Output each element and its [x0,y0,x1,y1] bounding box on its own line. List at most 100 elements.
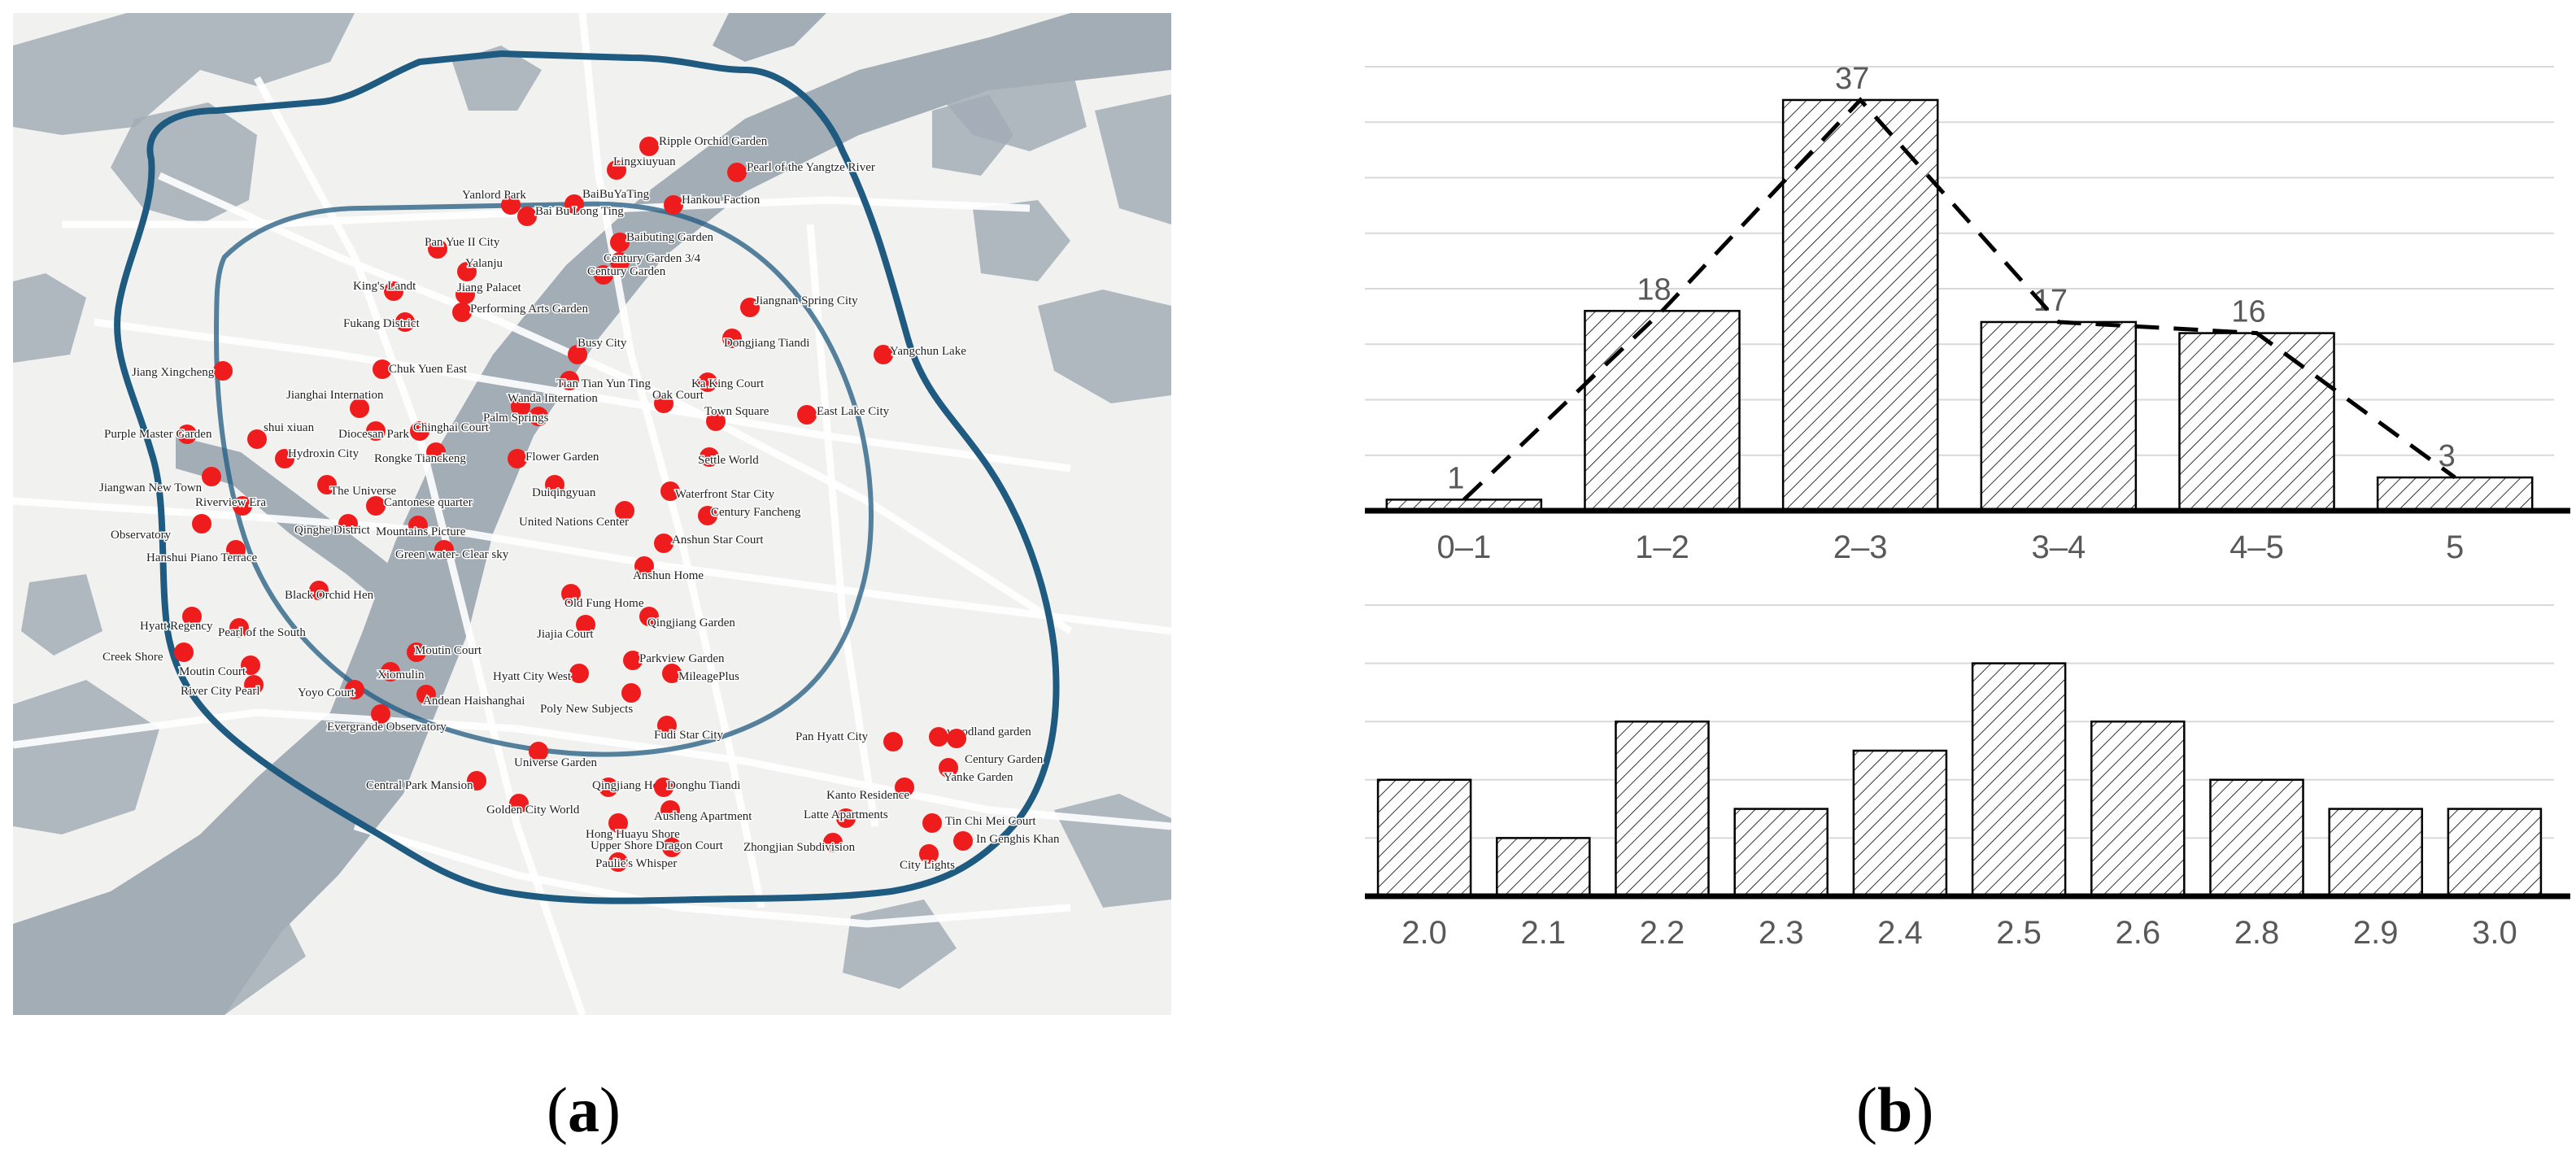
place-marker [371,704,390,724]
place-label: Performing Arts Garden [470,303,588,316]
place-marker [467,771,486,791]
place-marker [241,656,260,675]
place-label: Purple Master Garden [104,428,212,441]
place-marker [529,742,548,761]
chart1-bar [2376,476,2534,512]
chart2-x-tick-label: 2.0 [1401,915,1447,951]
place-marker [594,265,613,285]
place-marker [639,607,659,626]
chart2-bar [1496,837,1591,898]
place-label: Ripple Orchid Garden [659,135,768,148]
chart2-x-tick-label: 2.4 [1877,915,1923,951]
chart2-x-tick-label: 2.8 [2234,915,2280,951]
place-marker [660,800,680,820]
chart2-bar [2328,808,2423,898]
place-label: Baibuting Garden [626,231,714,244]
lake [21,574,102,656]
lake [452,46,542,111]
map-markers: Ripple Orchid Garden Lingxiuyuan Pearl of … [98,134,1061,873]
place-label: Jiang Palacet [457,281,522,294]
place-label: Jiangwan New Town [99,481,203,494]
place-label: Ausheng Apartment [654,810,752,823]
place-label: Hyatt Regency [140,620,213,633]
chart2-x-tick-label: 2.3 [1759,915,1804,951]
place-label: Observatory [111,529,172,542]
place-marker [639,137,659,156]
place-marker [182,607,202,626]
place-marker [233,496,252,516]
place-marker [395,312,415,332]
place-label: Donghu Tiandi [667,779,740,792]
place-marker [426,442,446,462]
lake [1038,290,1171,403]
place-marker [381,662,400,682]
chart2-bar [1615,720,1710,898]
bottom-histogram: 2.0 2.1 2.2 2.3 2.4 2.5 2.6 2.8 2.9 3.0 [1365,604,2570,951]
street [13,497,1171,635]
place-label: Qingjiang Garden [647,616,735,629]
place-marker [408,516,428,535]
place-label: Creek Shore [102,651,163,664]
chart2-x-tick-label: 2.5 [1996,915,2042,951]
lake [713,13,826,62]
yangtze-river [13,13,1171,1015]
street [254,76,586,1015]
place-label: Mountains Picture [376,525,466,538]
place-label: Palm Springs [483,412,549,425]
place-marker [407,642,426,662]
place-label: Yoyo Court [298,686,355,699]
place-label: woodland garden [947,725,1031,738]
place-marker [455,285,475,304]
place-label: Century Garden [587,265,666,278]
place-label: Anshun Home [633,569,704,582]
place-label: Paulie's Whisper [595,857,677,870]
place-marker [350,399,369,418]
place-label: The Universe [330,485,397,498]
place-marker [568,345,587,364]
place-marker [740,298,760,317]
place-label: Qingjiang Hous [592,779,670,792]
place-marker [823,833,843,852]
place-label: City Lights [900,859,955,872]
place-marker [247,429,267,449]
chart1-x-tick-label: 0–1 [1436,529,1491,565]
place-marker [664,195,683,215]
panel-label-b: (b) [1856,1074,1934,1145]
place-label: Central Park Mansion [366,779,473,792]
place-marker [511,397,530,416]
place-marker [576,615,595,634]
place-marker [939,758,958,778]
place-label: Chinghai Court [413,421,490,434]
place-label: Flower Garden [525,451,599,464]
place-label: Busy City [578,337,627,350]
place-label: East Lake City [817,405,890,418]
place-marker [213,361,233,381]
place-marker [615,501,634,521]
place-label: Hyatt City West [493,670,572,683]
place-marker [229,618,249,638]
place-label: Ka King Court [691,377,765,390]
place-label: Yanlord Park [462,189,526,202]
street [94,318,1071,473]
place-marker [797,405,817,425]
place-marker [529,407,548,426]
place-marker [922,813,942,833]
place-label: Dongjiang Tiandi [724,337,809,350]
chart1-bar [1781,98,1939,512]
place-marker [509,794,529,813]
place-marker [275,449,294,468]
place-marker [508,449,527,468]
place-marker [929,727,948,747]
place-marker [202,467,221,486]
place-label: Tin Chi Mei Court [945,815,1036,828]
place-marker [457,262,477,281]
place-marker [373,359,392,379]
chart2-x-tick-label: 3.0 [2472,915,2517,951]
place-label: Old Fung Home [564,597,644,610]
chart1-trend-line [1462,97,2456,502]
place-label: Black Orchid Hen [285,589,374,602]
place-label: King's Landt [353,280,416,293]
place-label: Yangchun Lake [890,345,966,358]
place-marker [607,160,626,180]
